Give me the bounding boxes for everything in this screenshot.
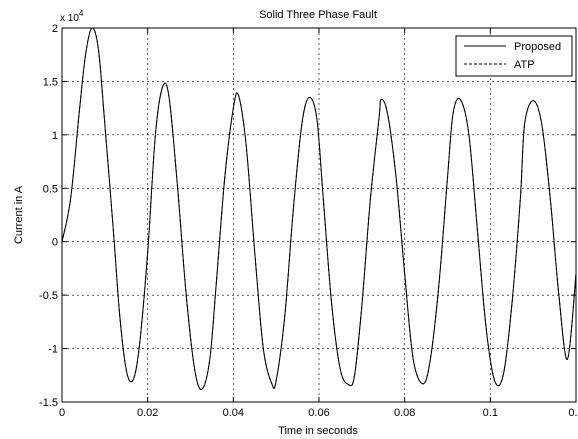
y-tick-label: 1.5: [43, 76, 58, 88]
chart-title: Solid Three Phase Fault: [259, 9, 377, 21]
legend-label-proposed: Proposed: [514, 41, 561, 53]
series-line-atp: [62, 28, 576, 391]
y-tick-label: -1: [48, 344, 58, 356]
x-tick-label: 0.08: [394, 407, 415, 419]
y-tick-label: 2: [52, 23, 58, 35]
legend: Proposed ATP: [455, 35, 573, 77]
x-tick-label: 0: [59, 407, 65, 419]
x-tick-label: 0.06: [308, 407, 329, 419]
legend-label-atp: ATP: [514, 59, 535, 71]
legend-box: [455, 35, 573, 77]
y-multiplier-label: x 104: [60, 9, 84, 24]
y-tick-label: 0: [52, 237, 58, 249]
grid: [62, 28, 576, 402]
y-tick-label: -0.5: [39, 290, 58, 302]
x-tick-label: 0.1: [483, 407, 498, 419]
x-tick-label: 0.02: [137, 407, 158, 419]
tick-labels: 0 0.02 0.04 0.06 0.08 0.1 0.1 -1.5 -1 -0.5 0 0.5 1 1.…: [39, 23, 578, 419]
x-tick-label: 0.04: [223, 407, 244, 419]
y-tick-label: 1: [52, 130, 58, 142]
x-axis-label: Time in seconds: [278, 425, 358, 437]
y-multiplier-exponent: 4: [79, 9, 84, 18]
ticks: [61, 27, 577, 403]
y-multiplier-base: x 10: [60, 13, 79, 24]
series-layer: [62, 28, 576, 391]
y-axis-label: Current in A: [13, 185, 25, 244]
y-tick-label: -1.5: [39, 397, 58, 409]
x-tick-label: 0.1: [568, 407, 578, 419]
y-tick-label: 0.5: [43, 183, 58, 195]
